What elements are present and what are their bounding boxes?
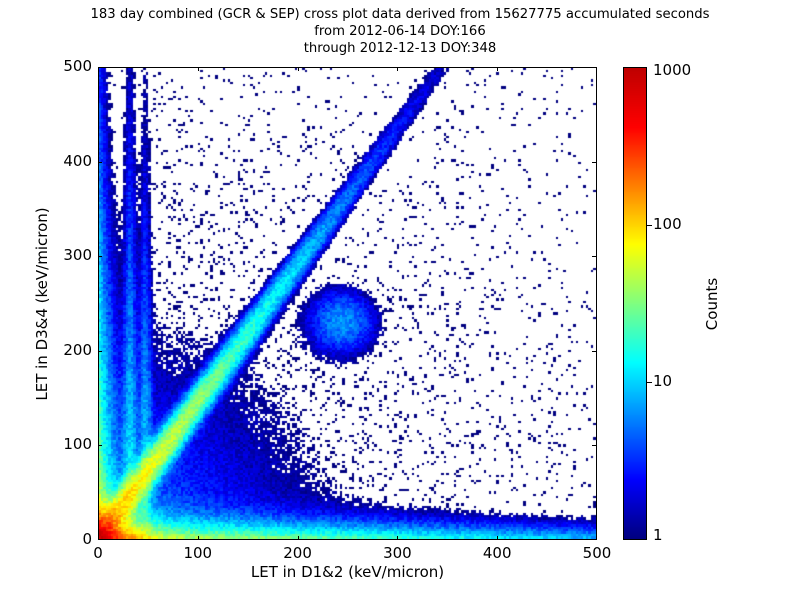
x-tick-mark	[397, 67, 399, 71]
x-tick-label: 0	[93, 544, 103, 562]
x-tick-mark	[297, 536, 299, 540]
colorbar-tick-label: 1	[653, 526, 663, 544]
chart-title: 183 day combined (GCR & SEP) cross plot …	[0, 6, 800, 57]
y-tick-label: 500	[63, 57, 92, 75]
x-tick-mark	[497, 536, 499, 540]
y-tick-mark	[98, 445, 102, 447]
x-tick-label: 100	[183, 544, 213, 562]
y-tick-label: 300	[63, 246, 92, 265]
y-tick-mark	[98, 256, 102, 258]
title-line-3: through 2012-12-13 DOY:348	[303, 41, 497, 56]
scatter-density-plot[interactable]	[98, 67, 597, 540]
colorbar-tick-label: 10	[653, 372, 673, 391]
colorbar[interactable]: 1 10 100 1000	[623, 63, 691, 543]
y-tick-mark	[592, 350, 596, 352]
y-tick-label: 400	[63, 151, 92, 170]
y-tick-mark	[592, 445, 596, 447]
y-tick-mark	[98, 161, 102, 163]
x-tick-mark	[297, 67, 299, 71]
x-tick-label: 300	[383, 544, 412, 562]
y-axis-ticks: 0 100 200 300 400 500	[28, 0, 92, 600]
y-axis-label: LET in D3&4 (keV/micron)	[33, 207, 51, 401]
title-line-1: 183 day combined (GCR & SEP) cross plot …	[90, 7, 710, 22]
density-canvas	[99, 68, 596, 539]
x-axis-label: LET in D1&2 (keV/micron)	[250, 563, 445, 581]
x-tick-label: 500	[582, 544, 612, 562]
x-tick-mark	[397, 536, 399, 540]
y-tick-label: 200	[63, 340, 92, 359]
y-tick-mark	[98, 350, 102, 352]
x-tick-mark	[197, 536, 199, 540]
y-tick-label: 100	[63, 435, 92, 454]
colorbar-tick-mark	[647, 382, 652, 384]
y-tick-label: 0	[82, 530, 92, 548]
x-tick-mark	[497, 67, 499, 71]
colorbar-label: Counts	[703, 277, 721, 331]
x-tick-mark	[197, 67, 199, 71]
x-tick-label: 400	[482, 544, 512, 562]
title-line-2: from 2012-06-14 DOY:166	[314, 24, 486, 39]
colorbar-tick-mark	[647, 224, 652, 226]
colorbar-tick-label: 100	[653, 214, 682, 233]
y-tick-mark	[592, 161, 596, 163]
x-tick-label: 200	[283, 544, 312, 562]
colorbar-gradient	[623, 67, 647, 540]
colorbar-canvas	[624, 68, 646, 539]
y-tick-mark	[592, 256, 596, 258]
colorbar-tick-label: 1000	[653, 61, 692, 79]
